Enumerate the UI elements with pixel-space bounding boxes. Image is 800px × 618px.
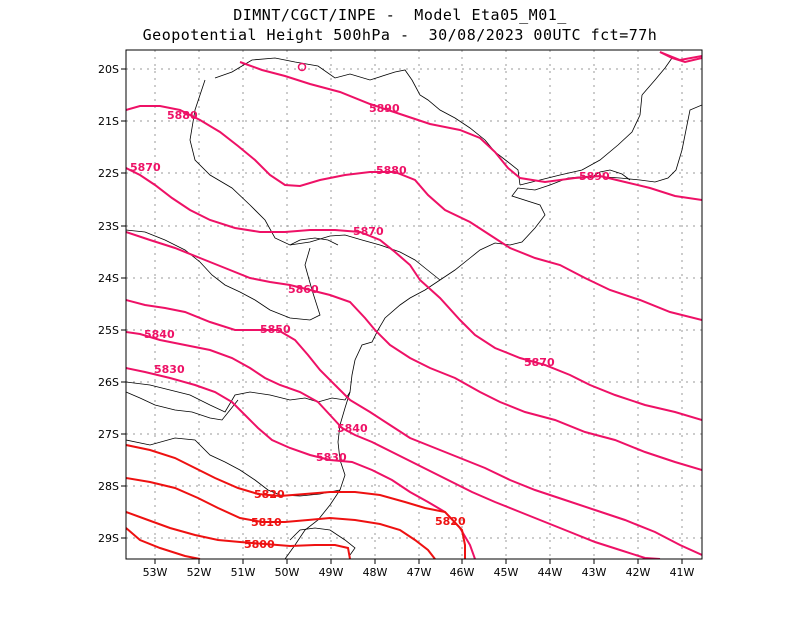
lat-label: 25S [98,324,119,337]
coastline-borders [126,57,702,559]
contour-label: 5820 [254,488,285,501]
lat-label: 29S [98,532,119,545]
contour-label: 5810 [251,516,282,529]
contour-label: 5840 [337,422,368,435]
contour-label: 5820 [435,515,466,528]
bay-guanabara [589,169,631,181]
contour-label: 5850 [260,323,291,336]
contour-5890-east [659,51,702,62]
contours [126,51,702,559]
coast-lagoon [289,527,356,556]
contour-5800 [126,511,351,559]
lat-label: 22S [98,167,119,180]
contour-label: 5830 [154,363,185,376]
coastline [284,104,702,559]
state-border-es-mg [641,57,673,96]
title-line-1: DIMNT/CGCT/INPE - Model Eta05_M01_ [233,6,567,24]
contour-5880 [126,105,702,321]
contour-5820 [126,444,466,559]
lat-labels: 20S 21S 22S 23S 24S 25S 26S 27S 28S 29S [98,63,119,545]
map-frame [125,49,703,560]
border-paraguay [126,229,321,321]
lon-label: 47W [407,566,432,579]
contour-label: 5800 [244,538,275,551]
river-paranapanema [289,237,339,246]
lon-label: 44W [538,566,563,579]
lon-label: 45W [494,566,519,579]
lon-labels: 53W 52W 51W 50W 49W 48W 47W 46W 45W 44W … [143,566,695,579]
contour-label: 5870 [353,225,384,238]
state-border-rj [519,94,643,186]
lon-label: 42W [626,566,651,579]
border-argentina [126,391,239,421]
lat-label: 21S [98,115,119,128]
axis-ticks [121,68,683,564]
lon-label: 53W [143,566,168,579]
lat-label: 23S [98,220,119,233]
local-max-marker [297,62,307,72]
contour-label: 5880 [167,109,198,122]
contour-label: 5840 [144,328,175,341]
lat-label: 27S [98,428,119,441]
lat-label: 28S [98,480,119,493]
contour-label: 5870 [130,161,161,174]
contour-5830 [126,367,476,559]
lat-label: 26S [98,376,119,389]
lon-label: 49W [319,566,344,579]
contour-5860 [126,231,702,471]
contour-label: 5870 [524,356,555,369]
lon-label: 52W [187,566,212,579]
lon-label: 51W [231,566,256,579]
contour-label: 5880 [376,164,407,177]
contour-label: 5890 [579,170,610,183]
contour-5840 [126,331,661,559]
contour-label: 5860 [288,283,319,296]
lon-label: 46W [450,566,475,579]
lon-label: 41W [670,566,695,579]
state-border-sc-rs [126,437,341,497]
contour-5800-west [126,527,201,559]
lat-label: 24S [98,272,119,285]
contour-label: 5830 [316,451,347,464]
contour-5870 [126,167,702,421]
state-border-sp-pr [189,79,441,281]
contour-label: 5890 [369,102,400,115]
state-border-pr-sc [126,381,351,413]
lat-label: 20S [98,63,119,76]
contour-5850 [126,299,702,556]
contour-5890-north [239,61,702,201]
title-line-2: Geopotential Height 500hPa - 30/08/2023 … [142,26,658,44]
gridlines [126,50,702,559]
lon-label: 43W [582,566,607,579]
lon-label: 48W [363,566,388,579]
contour-5810 [126,477,436,559]
lon-label: 50W [275,566,300,579]
contour-labels: 5890 5880 5890 5880 5870 5870 5860 5850 … [130,102,610,551]
